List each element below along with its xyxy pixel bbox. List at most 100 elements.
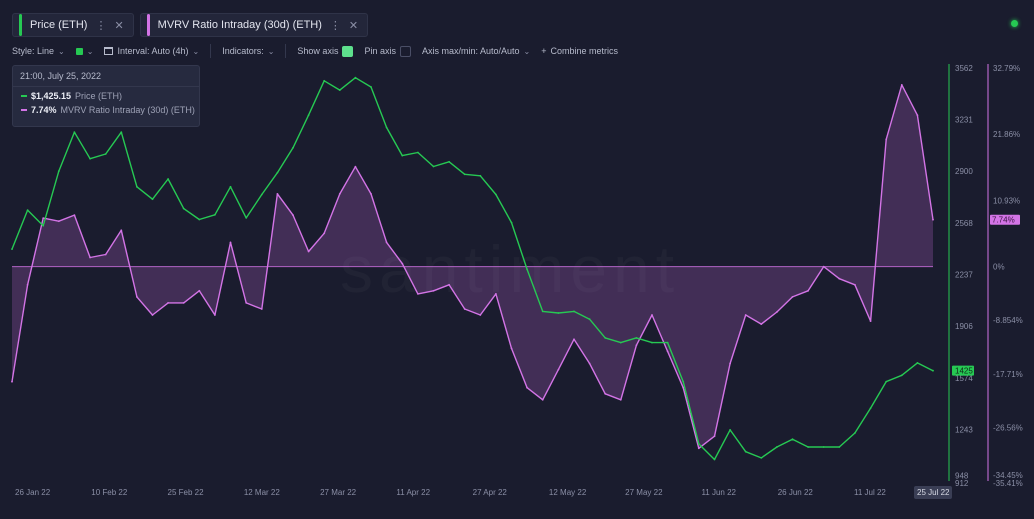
mvrv-series-line-point (323, 232, 326, 235)
tab-price-eth[interactable]: Price (ETH) ⋮ ✕ (12, 13, 134, 37)
mvrv-series-line-point (338, 193, 341, 195)
pin-axis-toggle[interactable]: Pin axis (364, 45, 411, 57)
price-series-line-point (104, 153, 107, 155)
mvrv-series-line-point (573, 338, 575, 341)
mvrv-series-line-point (744, 314, 747, 316)
price-series-line-point (338, 89, 341, 91)
price-series-line-point (510, 221, 513, 224)
mvrv-series-line-point (167, 302, 170, 304)
price-series-line-point (697, 443, 700, 445)
legend-swatch (21, 95, 27, 97)
axis-maxmin-dropdown[interactable]: Axis max/min: Auto/Auto ⌄ (422, 46, 530, 56)
mvrv-series-line-point (57, 220, 60, 223)
mvrv-series-line-point (417, 293, 419, 295)
price-series-line-point (448, 160, 450, 163)
mvrv-series-line-point (776, 311, 778, 313)
combine-metrics-button[interactable]: + Combine metrics (541, 46, 618, 56)
price-tick-label: 2900 (955, 167, 973, 176)
price-series-line-point (370, 86, 372, 88)
tab-mvrv-ratio[interactable]: MVRV Ratio Intraday (30d) (ETH) ⋮ ✕ (139, 13, 369, 37)
mvrv-series-line-point (666, 350, 669, 353)
price-series-line-point (463, 173, 466, 176)
price-series-line-point (744, 450, 747, 453)
show-axis-checkbox[interactable] (342, 45, 354, 57)
price-series-line-point (89, 157, 91, 160)
price-series-line-point (885, 380, 888, 383)
mvrv-series-line-point (354, 165, 357, 168)
price-series-line-point (822, 446, 825, 448)
x-end-date-label: 25 Jul 22 (917, 488, 950, 497)
pin-axis-label: Pin axis (364, 46, 396, 56)
close-icon[interactable]: ✕ (114, 19, 124, 32)
more-options-icon[interactable]: ⋮ (95, 19, 107, 32)
mvrv-series-line-point (588, 362, 591, 365)
metric-tabs: Price (ETH) ⋮ ✕ MVRV Ratio Intraday (30d… (12, 13, 369, 37)
mvrv-series-line-point (26, 283, 29, 286)
interval-dropdown[interactable]: Interval: Auto (4h) ⌄ (104, 46, 199, 56)
legend-swatch (21, 109, 27, 111)
price-series-line-point (495, 193, 497, 196)
price-series-line-point (245, 217, 248, 219)
x-tick-label: 27 Apr 22 (473, 488, 508, 497)
mvrv-series-line-point (276, 193, 279, 195)
chevron-down-icon: ⌄ (267, 46, 275, 56)
price-series-line-point (73, 131, 76, 134)
price-series-line-point (120, 131, 123, 134)
price-last-value-badge (952, 365, 974, 376)
price-series-line-point (307, 114, 310, 116)
mvrv-series-line-point (854, 283, 856, 286)
mvrv-series-line-point (260, 308, 263, 310)
price-series-line-point (479, 174, 482, 177)
mvrv-series-line-point (510, 347, 513, 350)
plus-icon: + (541, 46, 547, 56)
x-tick-label: 11 Apr 22 (396, 488, 430, 497)
show-axis-label: Show axis (297, 46, 339, 56)
mvrv-series-line-point (495, 293, 497, 295)
mvrv-series-line-point (791, 296, 794, 298)
price-tick-label: 1574 (955, 374, 973, 383)
x-tick-label: 11 Jun 22 (701, 488, 736, 497)
mvrv-series-line-point (604, 392, 607, 395)
tooltip-row-price: $1,425.15 Price (ETH) (13, 91, 199, 101)
price-series-line-point (807, 446, 809, 448)
price-tick-label: 2568 (955, 219, 973, 228)
color-picker[interactable]: ⌄ (75, 47, 93, 56)
tooltip-price-label: Price (ETH) (75, 91, 123, 101)
mvrv-series-line-point (136, 296, 138, 298)
tooltip-price-value: $1,425.15 (31, 91, 72, 101)
price-series-line-point (198, 218, 201, 221)
pin-axis-checkbox[interactable] (399, 45, 411, 57)
mvrv-series-line-point (697, 447, 700, 450)
close-icon[interactable]: ✕ (348, 19, 359, 32)
style-dropdown[interactable]: Style: Line ⌄ (12, 46, 65, 56)
price-series-line-point (900, 374, 903, 377)
show-axis-toggle[interactable]: Show axis (297, 45, 354, 57)
mvrv-series-line-point (822, 265, 825, 268)
price-series-line-point (729, 429, 731, 431)
mvrv-series-line-point (89, 256, 91, 259)
mvrv-series-line-point (120, 229, 123, 232)
price-series-line-point (557, 312, 560, 314)
price-series-line-point (682, 380, 685, 383)
mvrv-tick-label: 21.86% (993, 130, 1020, 139)
indicators-dropdown[interactable]: Indicators: ⌄ (222, 46, 274, 56)
price-series-line-point (713, 458, 716, 461)
mvrv-series-line-point (370, 193, 372, 195)
price-series-line-point (385, 126, 388, 129)
price-series-line-point (526, 268, 528, 271)
mvrv-tick-label: 10.93% (993, 196, 1020, 205)
price-series-line-point (869, 407, 872, 409)
more-options-icon[interactable]: ⋮ (329, 19, 341, 32)
mvrv-series-line (11, 84, 934, 449)
mvrv-series-line-point (214, 314, 216, 316)
mvrv-series-line-point (104, 253, 107, 256)
toolbar-divider (210, 44, 212, 58)
mvrv-series-line-point (307, 250, 310, 253)
price-tick-label: 1243 (955, 425, 973, 434)
tab-color-bar (19, 14, 22, 36)
price-series-line-point (292, 146, 294, 149)
mvrv-series-line-point (73, 214, 76, 217)
chart-tooltip: 21:00, July 25, 2022 $1,425.15 Price (ET… (12, 65, 200, 127)
mvrv-series-line-point (885, 138, 888, 141)
